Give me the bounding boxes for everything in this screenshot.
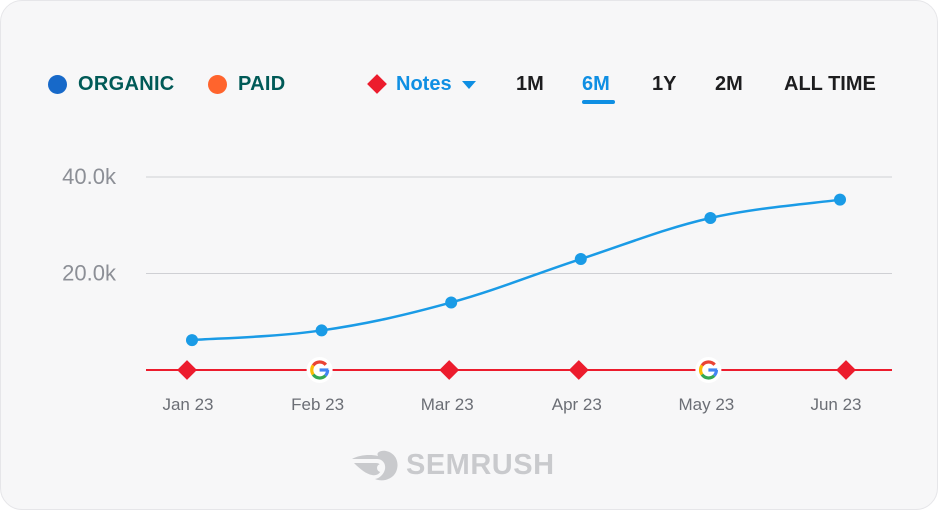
label-layer: 20.0k 40.0k Jan 23 Feb 23 Mar 23 Apr 23 May 23… [62,164,861,414]
note-diamond-marker[interactable] [836,360,856,380]
notes-layer [146,357,892,383]
google-update-icon[interactable] [695,357,722,383]
range-2m-button[interactable]: 2M [715,72,743,95]
legend-organic-label: ORGANIC [78,72,175,95]
y-tick-label: 20.0k [62,261,117,286]
x-tick-label: May 23 [679,395,735,414]
organic-data-point[interactable] [574,253,587,266]
google-arc [700,373,716,380]
x-tick-label: Apr 23 [552,395,602,414]
notes-label: Notes [396,72,452,95]
legend-paid[interactable]: PAID [208,70,286,98]
range-1y-button[interactable]: 1Y [652,72,677,95]
google-update-icon[interactable] [306,357,333,383]
notes-dropdown[interactable]: Notes [366,70,476,98]
organic-data-point[interactable] [186,334,198,347]
organic-data-point[interactable] [704,212,717,225]
organic-series-line [191,198,841,342]
google-arc [311,360,328,367]
organic-data-point[interactable] [315,324,328,337]
paid-dot-icon [208,74,227,94]
organic-dot-icon [48,74,67,94]
semrush-flame-icon [352,450,398,481]
google-arc [310,364,315,376]
note-diamond-marker[interactable] [177,360,197,380]
watermark-brand: SEMRUSH [406,448,555,481]
semrush-watermark: SEMRUSH [350,447,555,483]
google-bar [708,368,718,372]
x-tick-label: Jun 23 [810,395,861,414]
active-range-underline [582,100,615,104]
note-diamond-marker[interactable] [439,360,460,380]
legend-paid-label: PAID [238,72,286,95]
range-6m-button[interactable]: 6M [582,72,610,95]
google-arc [700,360,716,367]
x-tick-label: Feb 23 [291,395,344,414]
google-arc [311,373,327,380]
line-layer [186,193,846,347]
range-1m-button[interactable]: 1M [516,72,544,95]
legend-organic[interactable]: ORGANIC [48,70,175,98]
note-diamond-marker[interactable] [568,360,589,380]
y-tick-label: 40.0k [62,164,117,189]
google-arc [699,364,704,376]
x-tick-label: Mar 23 [421,395,474,414]
x-tick-label: Jan 23 [162,395,213,414]
range-all-time-button[interactable]: ALL TIME [784,72,876,95]
organic-data-point[interactable] [445,296,458,309]
google-bar [319,368,329,372]
caret-down-icon [461,81,476,89]
organic-data-point[interactable] [834,193,846,206]
